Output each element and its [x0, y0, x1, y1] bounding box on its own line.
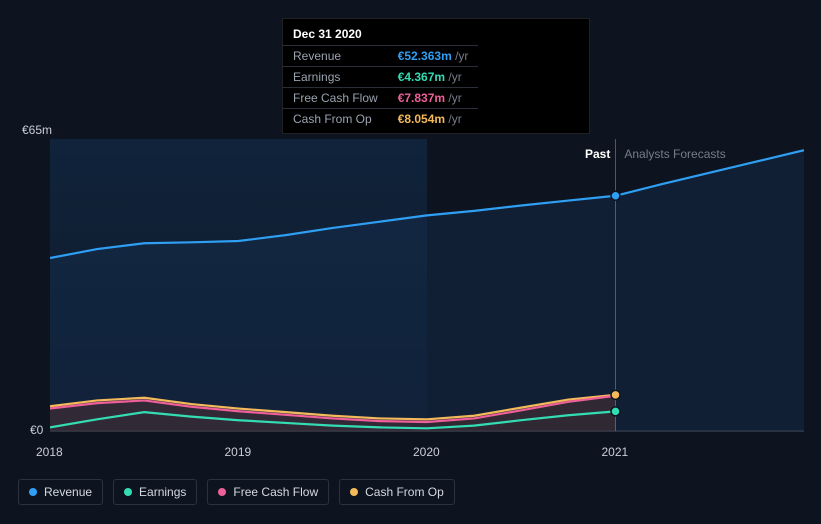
legend-item-label: Revenue [44, 485, 92, 499]
tooltip-row: Revenue€52.363m /yr [283, 46, 478, 67]
tooltip-row-value: €4.367m /yr [388, 67, 479, 88]
legend-item-cash-from-op[interactable]: Cash From Op [339, 479, 455, 505]
x-axis-tick-label: 2019 [225, 445, 252, 459]
legend-swatch-icon [350, 488, 358, 496]
tooltip-row-value: €8.054m /yr [388, 109, 479, 130]
legend-item-label: Earnings [139, 485, 186, 499]
tooltip-row-label: Earnings [283, 67, 388, 88]
legend-item-free-cash-flow[interactable]: Free Cash Flow [207, 479, 329, 505]
legend-swatch-icon [29, 488, 37, 496]
legend-swatch-icon [218, 488, 226, 496]
tooltip-row: Cash From Op€8.054m /yr [283, 109, 478, 130]
x-axis-tick-label: 2020 [413, 445, 440, 459]
chart-legend: Revenue Earnings Free Cash Flow Cash From O… [18, 479, 455, 505]
legend-item-label: Free Cash Flow [233, 485, 318, 499]
tooltip-row-value: €52.363m /yr [388, 46, 479, 67]
legend-item-earnings[interactable]: Earnings [113, 479, 197, 505]
tooltip-date: Dec 31 2020 [283, 23, 589, 45]
tooltip-row-value: €7.837m /yr [388, 88, 479, 109]
tooltip-row: Free Cash Flow€7.837m /yr [283, 88, 478, 109]
legend-swatch-icon [124, 488, 132, 496]
tooltip-row: Earnings€4.367m /yr [283, 67, 478, 88]
x-axis-tick-label: 2018 [36, 445, 63, 459]
tooltip-row-label: Free Cash Flow [283, 88, 388, 109]
x-axis-tick-label: 2021 [602, 445, 629, 459]
chart-tooltip: Dec 31 2020 Revenue€52.363m /yrEarnings€… [282, 18, 590, 134]
legend-item-label: Cash From Op [365, 485, 444, 499]
legend-item-revenue[interactable]: Revenue [18, 479, 103, 505]
tooltip-row-label: Cash From Op [283, 109, 388, 130]
tooltip-row-label: Revenue [283, 46, 388, 67]
